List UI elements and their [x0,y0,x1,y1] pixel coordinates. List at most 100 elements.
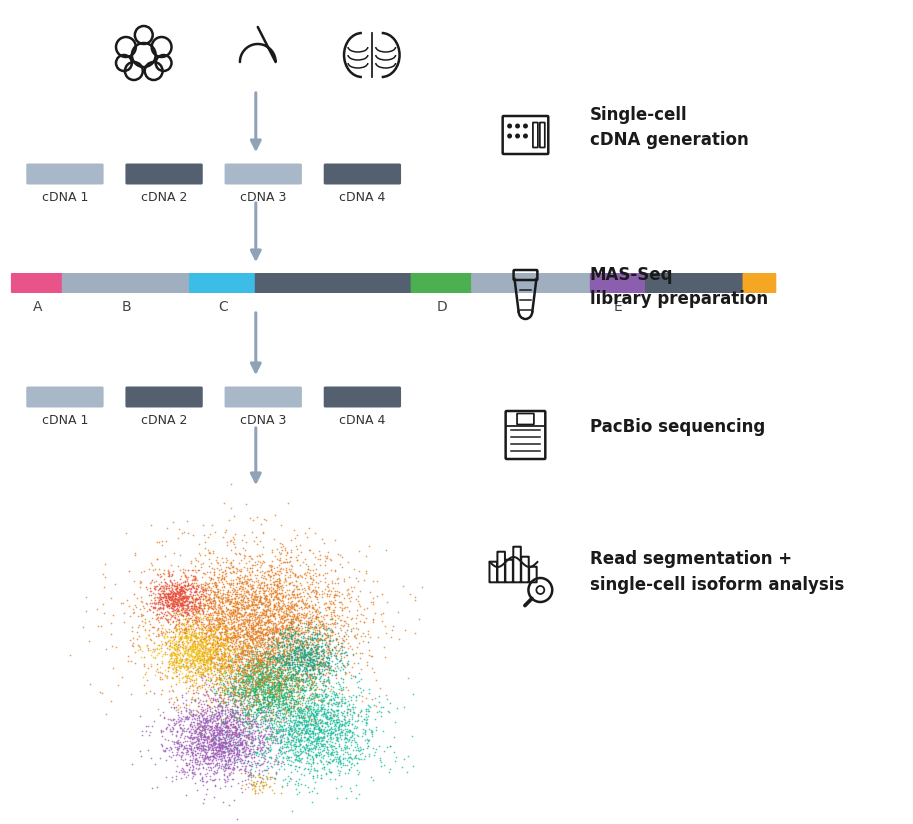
Point [220,620,235,634]
Point [285,630,299,643]
Point [293,653,308,667]
Point [242,658,257,671]
Point [173,589,187,602]
Point [152,646,167,659]
Point [281,612,296,625]
Point [169,700,184,714]
Point [236,675,251,688]
Point [173,588,187,601]
Point [282,649,297,662]
Point [330,633,344,646]
Point [329,719,343,733]
Point [308,705,322,718]
Point [267,676,281,689]
Point [256,638,270,651]
Point [270,727,285,740]
Point [324,721,339,734]
Point [314,644,329,657]
FancyBboxPatch shape [225,163,302,185]
Point [204,691,218,705]
Point [194,739,209,752]
Point [258,640,273,653]
Point [215,652,229,665]
Point [249,631,264,644]
Point [238,753,253,766]
Point [196,645,211,658]
Point [207,726,222,739]
Point [211,717,226,730]
Point [303,647,318,660]
Point [295,648,310,661]
Point [304,662,319,676]
Point [305,742,320,756]
Point [310,624,324,637]
Point [235,737,249,751]
Point [224,627,238,640]
Point [178,592,193,605]
Point [241,732,256,745]
Point [375,615,390,628]
Point [220,719,235,733]
Point [247,765,262,778]
Point [272,650,287,663]
Point [262,660,277,673]
Point [300,715,315,728]
Point [159,636,173,649]
Point [168,590,183,603]
Point [173,572,187,585]
Point [348,694,362,707]
Point [320,630,334,644]
Point [186,578,201,592]
Point [257,677,271,690]
Point [267,676,281,689]
Point [352,675,367,688]
Point [280,592,295,605]
Point [169,717,184,730]
Point [318,687,332,700]
Point [200,658,215,671]
Point [278,613,292,626]
Point [279,656,294,669]
Point [163,588,177,601]
Point [228,689,243,702]
Point [216,683,231,696]
Point [110,641,124,654]
Point [185,629,200,642]
Point [268,712,283,725]
Point [320,666,334,679]
Point [242,626,257,639]
Point [219,628,234,641]
Point [301,704,316,717]
Point [193,639,207,652]
Point [247,644,262,658]
Point [246,713,260,726]
Point [173,597,188,611]
Point [228,704,243,717]
Point [279,680,294,693]
Point [188,777,203,790]
Point [286,616,300,630]
Point [318,716,332,729]
Point [294,658,309,671]
Point [364,728,379,741]
Point [328,649,342,662]
Point [205,655,220,668]
Point [310,765,324,778]
Point [208,639,223,652]
Point [257,609,272,622]
Point [306,661,320,674]
Point [271,700,286,713]
Point [341,587,356,600]
Point [173,665,188,678]
Point [311,723,326,736]
Point [262,667,277,680]
Point [256,571,270,584]
Point [301,671,316,684]
Point [337,719,352,732]
Point [255,635,269,648]
Point [265,698,279,711]
Point [345,688,360,701]
Point [324,735,339,748]
Point [180,744,194,757]
Point [268,600,283,613]
